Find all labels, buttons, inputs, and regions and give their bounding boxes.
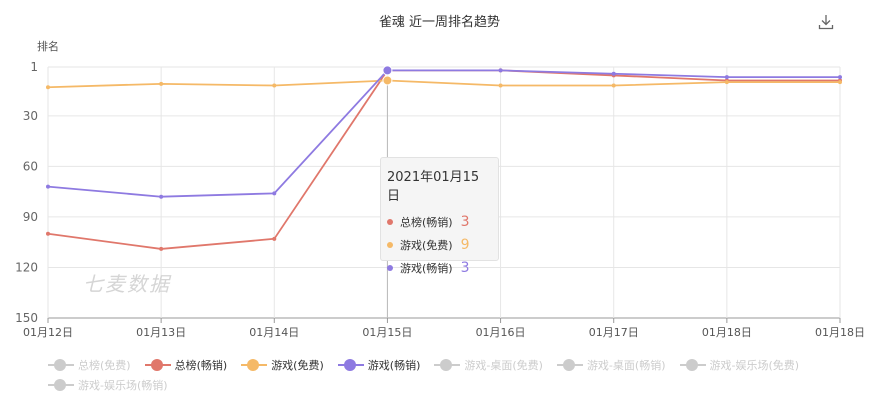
data-point [46,184,50,189]
x-tick-label: 01月17日 [589,326,639,339]
tooltip-series-name: 总榜(畅销) [400,215,453,229]
legend-label: 游戏-娱乐场(畅销) [78,379,168,392]
y-tick-label: 150 [15,311,38,325]
data-point [724,75,729,80]
legend-item[interactable]: 游戏-桌面(免费) [434,355,543,375]
tooltip-row: 游戏(畅销) 3 [387,256,492,279]
watermark: 七麦数据 [83,272,171,296]
tooltip-value: 3 [460,259,470,276]
data-point [382,65,393,76]
legend-label: 游戏-桌面(免费) [464,359,543,372]
data-point [498,83,503,88]
series-line [47,79,840,89]
tooltip-dot [387,218,393,225]
legend-item[interactable]: 总榜(畅销) [144,355,228,375]
tooltip-series-name: 游戏(畅销) [400,261,453,275]
tooltip-value: 3 [460,213,470,230]
legend-label: 总榜(畅销) [174,359,228,372]
data-point [838,80,842,85]
y-tick-label: 120 [15,260,38,274]
data-point [159,246,164,251]
series-line [47,69,840,198]
data-point [838,75,842,80]
y-tick-label: 60 [23,159,38,173]
legend-item[interactable]: 游戏(免费) [241,355,324,375]
legend-label: 游戏(畅销) [367,359,421,372]
data-point [272,236,277,241]
x-tick-label: 01月15日 [362,326,412,339]
x-tick-label: 01月18日 [702,326,752,339]
legend-marker-icon [144,359,171,371]
legend-item[interactable]: 游戏(畅销) [337,355,421,375]
legend-label: 游戏-桌面(畅销) [586,359,666,372]
legend-item[interactable]: 游戏-娱乐场(免费) [679,355,800,375]
data-point [46,85,50,90]
tooltip: 2021年01月15日 总榜(畅销) 3 游戏(免费) 9 游戏(畅销) 3 [380,157,499,276]
legend-item[interactable]: 游戏-娱乐场(畅销) [48,375,168,395]
y-tick-label: 1 [30,60,38,74]
data-point [611,71,616,76]
legend-label: 总榜(免费) [78,359,131,372]
tooltip-value: 9 [460,236,470,253]
legend-label: 游戏(免费) [271,359,324,372]
x-tick-label: 01月14日 [249,326,299,339]
data-point [272,83,277,88]
data-point [382,75,393,86]
legend: 总榜(免费) 总榜(畅销) 游戏(免费) 游戏(畅销) 游戏-桌面(免费) 游戏-桌面(畅… [48,355,848,395]
download-icon[interactable] [817,13,835,31]
tooltip-date: 2021年01月15日 [387,170,480,204]
tooltip-row: 游戏(免费) 9 [387,233,492,256]
y-tick-label: 90 [23,210,38,224]
legend-marker-icon [679,359,706,371]
y-axis-label: 排名 [37,39,59,53]
data-point [611,83,616,88]
legend-marker-icon [48,359,74,371]
data-point [272,191,277,196]
x-tick-label: 01月12日 [23,326,73,339]
x-tick-label: 01月16日 [476,326,526,339]
legend-marker-icon [337,359,364,371]
tooltip-row: 总榜(畅销) 3 [387,210,492,233]
chart-title: 雀魂 近一周排名趋势 [378,15,501,30]
legend-marker-icon [48,379,74,391]
legend-item[interactable]: 总榜(免费) [48,355,131,375]
legend-item[interactable]: 游戏-桌面(畅销) [556,355,666,375]
legend-marker-icon [241,359,268,371]
tooltip-dot [387,241,393,248]
legend-marker-icon [556,359,583,371]
legend-label: 游戏-娱乐场(免费) [709,359,800,372]
tooltip-series-name: 游戏(免费) [400,238,453,252]
tooltip-dot [387,264,393,271]
legend-marker-icon [434,359,461,371]
x-tick-label: 01月18日 [815,326,865,339]
data-point [498,68,503,73]
data-point [46,231,50,236]
y-tick-label: 30 [23,109,38,123]
data-point [159,81,164,86]
x-tick-label: 01月13日 [136,326,186,339]
data-point [159,194,164,199]
data-point [724,80,729,85]
